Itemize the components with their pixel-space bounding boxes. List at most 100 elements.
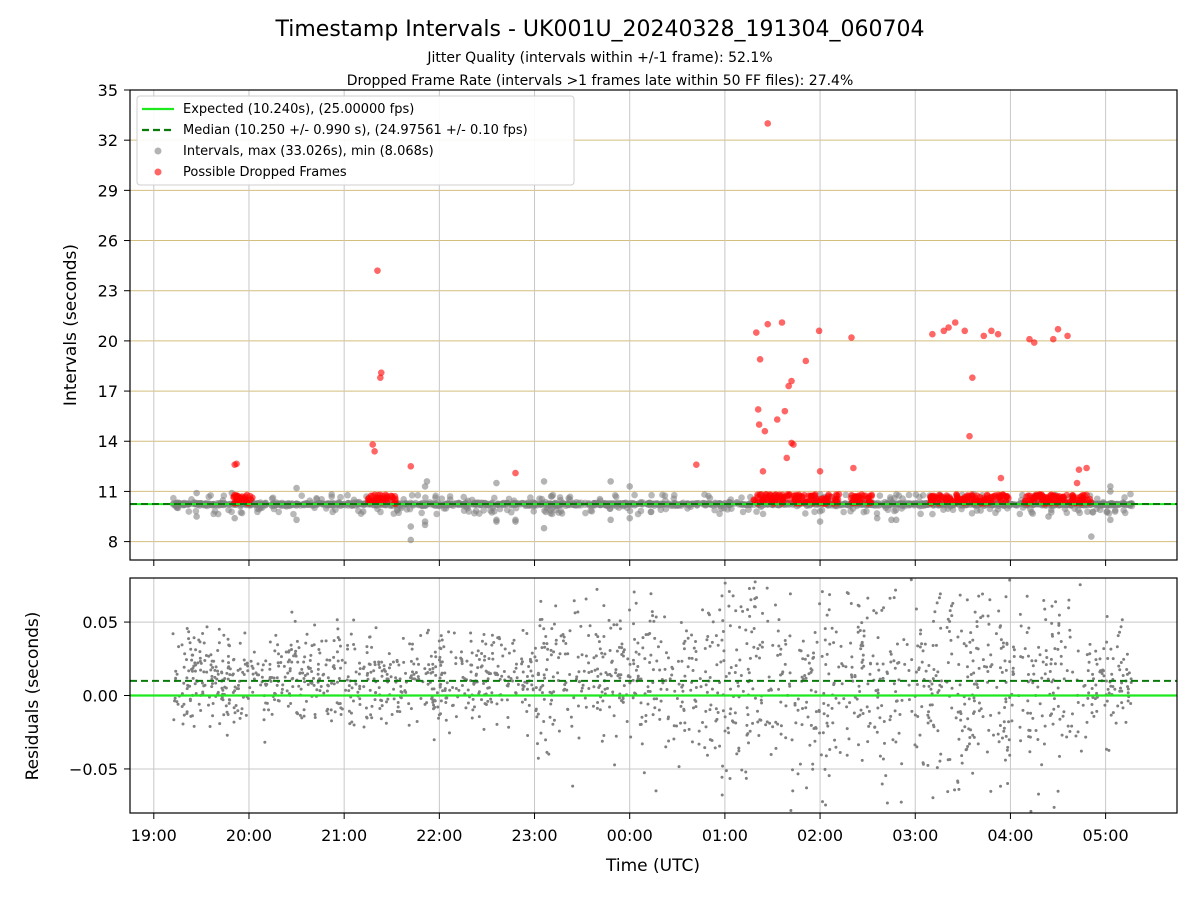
residual-point <box>740 768 744 772</box>
residual-point <box>276 643 280 647</box>
residual-point <box>824 754 828 758</box>
residual-point <box>755 596 759 600</box>
residual-point <box>344 688 348 692</box>
residual-point <box>796 697 800 701</box>
residual-point <box>1007 720 1011 724</box>
residual-point <box>814 726 818 730</box>
residual-point <box>878 754 882 758</box>
residual-point <box>1011 670 1015 674</box>
residual-point <box>182 713 186 717</box>
interval-point <box>727 496 735 503</box>
residual-point <box>937 596 941 600</box>
residual-point <box>634 601 638 605</box>
residual-point <box>867 724 871 728</box>
residual-point <box>643 657 647 661</box>
residual-point <box>969 672 973 676</box>
residual-point <box>833 738 837 742</box>
interval-point <box>510 497 518 505</box>
residual-point <box>298 713 302 717</box>
residual-point <box>233 711 237 715</box>
residual-point <box>469 639 473 643</box>
residual-point <box>197 702 201 706</box>
residual-point <box>758 656 762 660</box>
residual-point <box>726 726 730 730</box>
residual-point <box>659 687 663 691</box>
residual-point <box>211 665 215 669</box>
residual-point <box>199 668 203 672</box>
residual-point <box>680 700 684 704</box>
residual-point <box>936 729 940 733</box>
residual-point <box>576 610 580 614</box>
residual-point <box>1010 703 1014 707</box>
residual-point <box>711 620 715 624</box>
residual-point <box>679 704 683 708</box>
residual-point <box>326 676 330 680</box>
residual-point <box>1101 668 1105 672</box>
residual-point <box>199 709 203 713</box>
residual-point <box>683 728 687 732</box>
residual-point <box>610 660 614 664</box>
interval-point <box>1076 509 1083 517</box>
residual-point <box>969 728 973 732</box>
residual-point <box>703 647 707 651</box>
residual-point <box>918 632 922 636</box>
residual-point <box>1118 686 1122 690</box>
residual-point <box>842 697 846 701</box>
residual-point <box>859 647 863 651</box>
residual-point <box>926 721 930 725</box>
interval-point <box>491 494 498 502</box>
residual-point <box>977 594 981 598</box>
residual-point <box>608 649 612 653</box>
residual-point <box>480 698 484 702</box>
residual-point <box>512 670 516 674</box>
residual-point <box>748 656 752 660</box>
residual-point <box>297 646 301 650</box>
residual-point <box>975 683 979 687</box>
residual-point <box>387 666 391 670</box>
residual-point <box>364 706 368 710</box>
residual-point <box>968 736 972 740</box>
residual-point <box>727 671 731 675</box>
residual-point <box>1026 654 1030 658</box>
dropped-frame-point <box>1026 335 1033 343</box>
residual-point <box>198 650 202 654</box>
interval-point <box>192 507 200 515</box>
interval-point <box>306 497 314 504</box>
residual-point <box>820 590 824 594</box>
residual-point <box>990 663 994 667</box>
interval-point <box>662 505 670 513</box>
interval-point <box>344 491 351 499</box>
residual-point <box>437 639 441 643</box>
residual-point <box>228 673 232 677</box>
residual-point <box>724 769 728 773</box>
residual-point <box>1100 672 1104 676</box>
residual-point <box>926 763 930 767</box>
residual-point <box>475 654 479 658</box>
residual-point <box>296 660 300 664</box>
residual-point <box>728 776 732 780</box>
residual-point <box>682 641 686 645</box>
residual-point <box>804 706 808 710</box>
residual-point <box>694 658 698 662</box>
residual-point <box>661 681 665 685</box>
residual-point <box>691 706 695 710</box>
residual-point <box>1003 706 1007 710</box>
residual-point <box>875 730 879 734</box>
residual-point <box>340 707 344 711</box>
residual-point <box>981 592 985 596</box>
residual-point <box>535 742 539 746</box>
residual-point <box>999 646 1003 650</box>
interval-point <box>1089 509 1097 516</box>
residual-point <box>385 677 389 681</box>
residual-point <box>1000 736 1004 740</box>
residual-point <box>834 745 838 749</box>
residual-point <box>949 638 953 642</box>
residual-point <box>996 732 1000 736</box>
interval-point <box>759 510 767 518</box>
residual-point <box>766 619 770 623</box>
residual-point <box>598 708 602 712</box>
residual-point <box>469 631 473 635</box>
residual-point <box>190 653 194 657</box>
residual-point <box>1011 666 1015 670</box>
residual-point <box>580 686 584 690</box>
